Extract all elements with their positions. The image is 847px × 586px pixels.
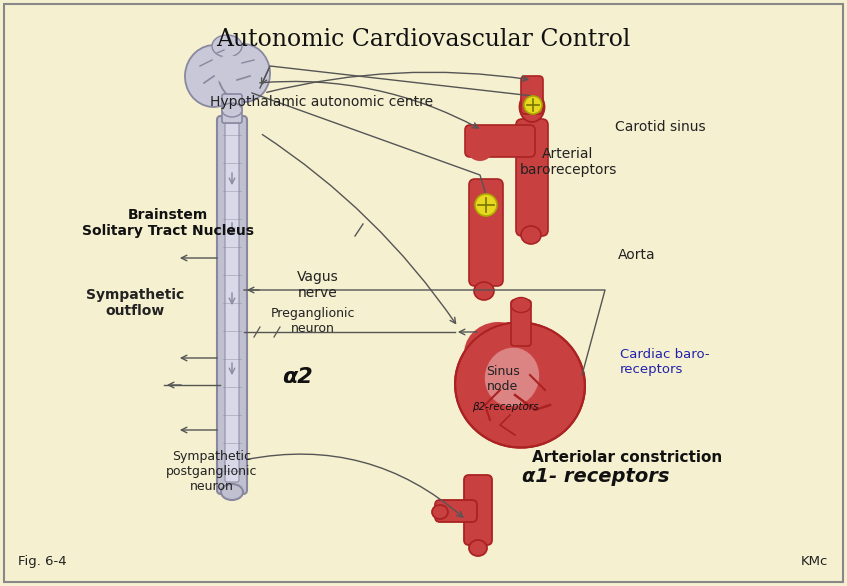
FancyBboxPatch shape <box>222 94 242 123</box>
FancyBboxPatch shape <box>217 116 247 494</box>
Ellipse shape <box>455 322 585 448</box>
Text: Hypothalamic autonomic centre: Hypothalamic autonomic centre <box>210 95 433 109</box>
Text: β2-receptors: β2-receptors <box>472 402 538 412</box>
Ellipse shape <box>519 92 545 122</box>
Text: α2: α2 <box>283 367 313 387</box>
Ellipse shape <box>218 44 270 102</box>
FancyBboxPatch shape <box>469 179 503 286</box>
FancyBboxPatch shape <box>516 119 548 236</box>
Circle shape <box>524 96 542 114</box>
Ellipse shape <box>466 133 494 161</box>
Text: Arterial
baroreceptors: Arterial baroreceptors <box>519 147 617 177</box>
Text: Preganglionic
neuron: Preganglionic neuron <box>271 307 355 335</box>
Ellipse shape <box>214 55 244 85</box>
Text: Aorta: Aorta <box>618 248 656 262</box>
Text: Sympathetic
postganglionic
neuron: Sympathetic postganglionic neuron <box>166 450 257 493</box>
Ellipse shape <box>222 103 242 117</box>
Text: α1- receptors: α1- receptors <box>522 467 669 486</box>
Ellipse shape <box>509 328 567 383</box>
Ellipse shape <box>221 484 243 500</box>
FancyBboxPatch shape <box>464 475 492 545</box>
Ellipse shape <box>474 282 494 300</box>
Text: Brainstem
Solitary Tract Nucleus: Brainstem Solitary Tract Nucleus <box>82 208 254 238</box>
FancyBboxPatch shape <box>465 125 535 157</box>
Text: Cardiac baro-
receptors: Cardiac baro- receptors <box>620 348 710 376</box>
Ellipse shape <box>484 347 540 407</box>
Text: Autonomic Cardiovascular Control: Autonomic Cardiovascular Control <box>216 28 630 51</box>
Text: Carotid sinus: Carotid sinus <box>615 120 706 134</box>
Text: Sympathetic
outflow: Sympathetic outflow <box>86 288 184 318</box>
Text: Fig. 6-4: Fig. 6-4 <box>18 555 67 568</box>
Text: Sinus
node: Sinus node <box>486 365 520 393</box>
Ellipse shape <box>185 45 243 107</box>
Circle shape <box>475 194 497 216</box>
Ellipse shape <box>432 505 448 519</box>
FancyBboxPatch shape <box>435 500 477 522</box>
Text: Arteriolar constriction: Arteriolar constriction <box>532 450 722 465</box>
Ellipse shape <box>469 540 487 556</box>
Ellipse shape <box>521 226 541 244</box>
Ellipse shape <box>464 322 532 384</box>
FancyBboxPatch shape <box>225 123 239 482</box>
Text: KMc: KMc <box>800 555 828 568</box>
FancyBboxPatch shape <box>521 76 543 114</box>
Ellipse shape <box>507 130 533 156</box>
Ellipse shape <box>212 35 242 57</box>
FancyBboxPatch shape <box>511 300 531 346</box>
Text: Vagus
nerve: Vagus nerve <box>297 270 339 300</box>
Ellipse shape <box>511 298 531 312</box>
